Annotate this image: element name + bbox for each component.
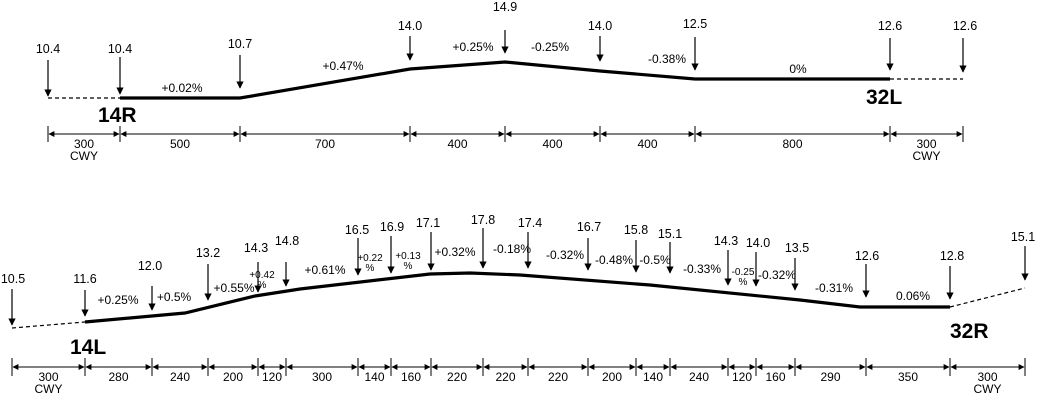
upper-distance-label: 400 bbox=[447, 137, 467, 151]
lower-clearway-end-line bbox=[949, 287, 1026, 308]
lower-elevation-label: 10.5 bbox=[1, 272, 25, 286]
lower-elevation-label: 15.8 bbox=[624, 223, 648, 237]
lower-distance-label: 240 bbox=[689, 370, 709, 384]
lower-clearway-start-line bbox=[11, 321, 86, 329]
lower-gradient-label: -0.32% bbox=[546, 248, 584, 262]
upper-gradient-label: -0.25% bbox=[531, 40, 569, 54]
upper-elevation-label: 14.9 bbox=[493, 0, 517, 14]
lower-distance-label: 220 bbox=[548, 370, 568, 384]
lower-gradient-label: -0.31% bbox=[815, 281, 853, 295]
lower-gradient-label: -0.32% bbox=[758, 268, 796, 282]
lower-distance-label: 140 bbox=[364, 370, 384, 384]
upper-gradient-label: +0.25% bbox=[452, 40, 493, 54]
lower-distance-label: 220 bbox=[447, 370, 467, 384]
upper-runway-end-designator: 32L bbox=[866, 86, 902, 109]
upper-distance-label: 300 bbox=[74, 137, 94, 151]
upper-distance-label: 800 bbox=[782, 137, 802, 151]
lower-elevation-label: 15.1 bbox=[658, 227, 682, 241]
lower-elevation-label: 13.5 bbox=[785, 241, 809, 255]
upper-distance-label: 500 bbox=[170, 137, 190, 151]
lower-gradient-label: +0.13% bbox=[395, 251, 421, 272]
upper-distance-label: 400 bbox=[542, 137, 562, 151]
lower-gradient-label: +0.42% bbox=[249, 270, 275, 291]
lower-clearway-end-label: CWY bbox=[974, 382, 1002, 396]
lower-distance-label: 120 bbox=[262, 370, 282, 384]
upper-distance-label: 400 bbox=[637, 137, 657, 151]
lower-gradient-label: -0.5% bbox=[639, 253, 671, 267]
lower-gradient-label: -0.18% bbox=[493, 242, 531, 256]
lower-gradient-label: 0.06% bbox=[896, 289, 930, 303]
lower-elevation-label: 12.6 bbox=[855, 249, 879, 263]
lower-gradient-label: +0.25% bbox=[97, 293, 138, 307]
upper-clearway-end-label: CWY bbox=[913, 149, 941, 163]
lower-gradient-label: +0.5% bbox=[157, 290, 192, 304]
upper-elevation-label: 10.4 bbox=[108, 42, 132, 56]
upper-elevation-label: 14.0 bbox=[398, 19, 422, 33]
upper-gradient-label: -0.38% bbox=[648, 52, 686, 66]
lower-distance-label: 200 bbox=[602, 370, 622, 384]
lower-runway-end-designator: 32R bbox=[950, 320, 989, 343]
lower-elevation-label: 12.8 bbox=[940, 249, 964, 263]
lower-gradient-label: +0.55% bbox=[213, 281, 254, 295]
upper-clearway-start-label: CWY bbox=[70, 149, 98, 163]
lower-elevation-label: 16.9 bbox=[380, 220, 404, 234]
lower-clearway-start-label: CWY bbox=[35, 382, 63, 396]
lower-distance-label: 240 bbox=[170, 370, 190, 384]
lower-distance-label: 140 bbox=[643, 370, 663, 384]
lower-runway-start-designator: 14L bbox=[70, 336, 106, 359]
upper-elevation-label: 14.0 bbox=[588, 19, 612, 33]
lower-elevation-label: 14.3 bbox=[714, 234, 738, 248]
lower-elevation-label: 13.2 bbox=[196, 246, 220, 260]
upper-elevation-label: 12.5 bbox=[683, 17, 707, 31]
lower-elevation-label: 15.1 bbox=[1011, 230, 1035, 244]
lower-elevation-label: 16.7 bbox=[577, 220, 601, 234]
lower-gradient-label: -0.48% bbox=[595, 253, 633, 267]
upper-gradient-label: +0.02% bbox=[161, 81, 202, 95]
lower-distance-label: 300 bbox=[312, 370, 332, 384]
lower-distance-label: 300 bbox=[38, 370, 58, 384]
upper-gradient-label: 0% bbox=[789, 62, 807, 76]
upper-gradient-label: +0.47% bbox=[322, 59, 363, 73]
lower-gradient-label: -0.25% bbox=[732, 267, 755, 288]
lower-elevation-label: 14.3 bbox=[244, 241, 268, 255]
lower-distance-label: 160 bbox=[401, 370, 421, 384]
lower-distance-label: 220 bbox=[495, 370, 515, 384]
lower-elevation-label: 16.5 bbox=[345, 223, 369, 237]
upper-runway-start-designator: 14R bbox=[98, 104, 137, 127]
lower-elevation-label: 12.0 bbox=[138, 259, 162, 273]
upper-runway-profile-line bbox=[120, 60, 890, 100]
lower-elevation-label: 14.0 bbox=[746, 236, 770, 250]
lower-gradient-label: +0.22% bbox=[357, 253, 383, 274]
upper-elevation-label: 10.7 bbox=[228, 37, 252, 51]
lower-gradient-label: -0.33% bbox=[683, 262, 721, 276]
lower-elevation-label: 17.1 bbox=[416, 216, 440, 230]
lower-runway-profile-line bbox=[84, 271, 950, 324]
lower-distance-label: 300 bbox=[977, 370, 997, 384]
lower-elevation-label: 14.8 bbox=[275, 234, 299, 248]
lower-distance-label: 280 bbox=[108, 370, 128, 384]
upper-elevation-label: 10.4 bbox=[36, 42, 60, 56]
upper-distance-label: 300 bbox=[916, 137, 936, 151]
lower-distance-label: 350 bbox=[898, 370, 918, 384]
lower-gradient-label: +0.32% bbox=[434, 245, 475, 259]
lower-elevation-label: 11.6 bbox=[73, 272, 96, 286]
lower-distance-label: 160 bbox=[765, 370, 785, 384]
upper-elevation-label: 12.6 bbox=[953, 19, 977, 33]
lower-distance-label: 200 bbox=[223, 370, 243, 384]
lower-gradient-label: +0.61% bbox=[304, 263, 345, 277]
lower-distance-label: 290 bbox=[820, 370, 840, 384]
lower-distance-label: 120 bbox=[732, 370, 752, 384]
lower-elevation-label: 17.8 bbox=[471, 213, 495, 227]
upper-elevation-label: 12.6 bbox=[878, 19, 902, 33]
upper-distance-label: 700 bbox=[315, 137, 335, 151]
lower-elevation-label: 17.4 bbox=[518, 216, 542, 230]
